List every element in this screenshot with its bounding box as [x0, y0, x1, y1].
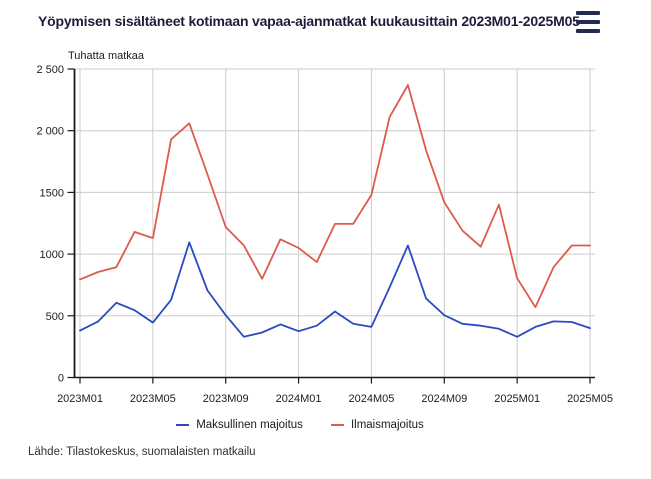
- legend-dash-maksullinen-majoitus: [176, 424, 190, 426]
- x-tick-label: 2024M09: [421, 393, 467, 405]
- legend-item-maksullinen-majoitus[interactable]: Maksullinen majoitus: [176, 419, 303, 431]
- y-tick-label: 2 000: [36, 126, 64, 138]
- source-note: Lähde: Tilastokeskus, suomalaisten matka…: [28, 446, 256, 458]
- legend-label: Ilmaismajoitus: [350, 419, 424, 431]
- x-tick-label: 2023M09: [203, 393, 249, 405]
- x-tick-label: 2025M05: [567, 393, 613, 405]
- x-tick-label: 2024M05: [348, 393, 394, 405]
- x-tick-label: 2024M01: [276, 393, 322, 405]
- chart-legend: Maksullinen majoitus Ilmaismajoitus: [0, 419, 600, 431]
- x-tick-label: 2023M01: [57, 393, 103, 405]
- x-tick-label: 2025M01: [494, 393, 540, 405]
- legend-dash-ilmaismajoitus: [330, 424, 344, 426]
- y-tick-label: 1500: [40, 187, 64, 199]
- series-line-ilmaismajoitus: [79, 84, 591, 309]
- y-tick-label: 1000: [40, 249, 64, 261]
- y-tick-label: 2 500: [36, 64, 64, 76]
- y-axis-unit-label: Tuhatta matkaa: [68, 50, 145, 62]
- legend-label: Maksullinen majoitus: [196, 419, 303, 431]
- y-tick-label: 500: [46, 311, 64, 323]
- series-line-maksullinen-majoitus: [79, 241, 591, 338]
- y-tick-label: 0: [58, 373, 64, 385]
- x-tick-label: 2023M05: [130, 393, 176, 405]
- legend-item-ilmaismajoitus[interactable]: Ilmaismajoitus: [330, 419, 424, 431]
- menu-button[interactable]: [576, 11, 601, 33]
- chart-title: Yöpymisen sisältäneet kotimaan vapaa-aja…: [38, 13, 580, 29]
